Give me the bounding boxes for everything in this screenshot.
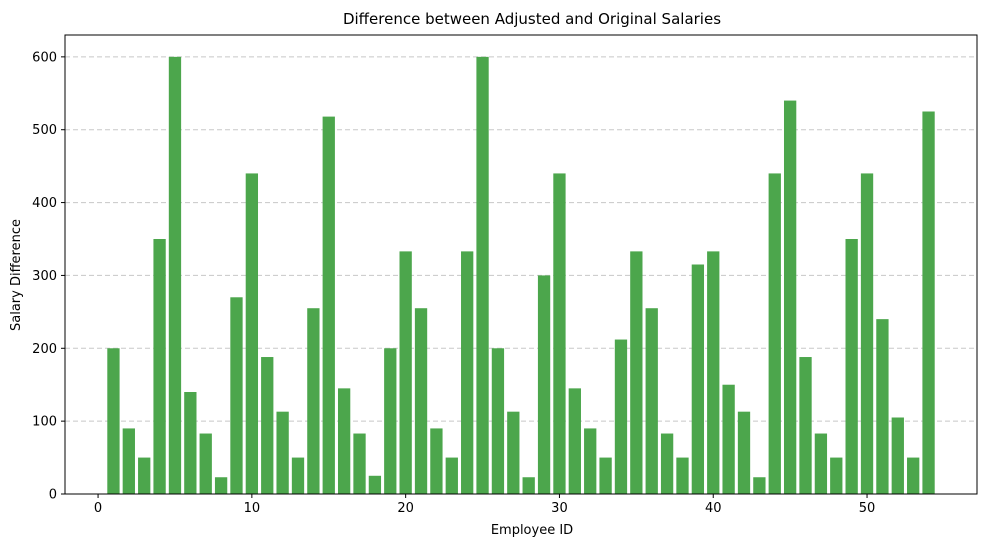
y-axis-ticks: 0 100 200 300 400 500 600: [32, 50, 65, 503]
bar: [584, 428, 597, 494]
bar: [522, 477, 535, 494]
x-tick-label: 30: [551, 501, 568, 516]
bar: [507, 411, 520, 494]
bar: [707, 251, 720, 494]
bar: [491, 348, 505, 494]
bar: [414, 308, 428, 494]
bar: [245, 173, 259, 494]
bar: [737, 411, 751, 494]
bar: [814, 433, 828, 494]
bar: [830, 457, 843, 494]
bar: [630, 251, 643, 494]
x-axis-label: Employee ID: [491, 523, 573, 538]
x-tick-label: 0: [94, 501, 102, 516]
y-tick-label: 200: [32, 342, 57, 357]
x-axis-ticks: 0 10 20 30 40 50: [94, 494, 875, 516]
y-tick-label: 500: [32, 123, 57, 138]
bar: [461, 251, 474, 494]
x-tick-label: 10: [244, 501, 261, 516]
y-tick-label: 400: [32, 196, 57, 211]
bar: [399, 251, 412, 494]
bar: [907, 457, 920, 494]
x-tick-label: 50: [859, 501, 876, 516]
bar: [768, 173, 781, 494]
bar: [676, 457, 689, 494]
bar: [614, 339, 628, 494]
bar: [276, 411, 289, 494]
chart-title: Difference between Adjusted and Original…: [343, 10, 721, 28]
bar: [384, 348, 397, 494]
bar: [753, 477, 766, 494]
bar: [107, 348, 120, 494]
y-tick-label: 0: [49, 488, 57, 503]
bar: [922, 111, 935, 494]
bar: [199, 433, 212, 494]
bar: [153, 239, 166, 494]
plot-frame: [64, 34, 978, 495]
bar: [430, 428, 443, 494]
bar: [476, 56, 489, 494]
y-axis-label: Salary Difference: [9, 219, 24, 331]
bar: [660, 433, 674, 494]
bar: [291, 457, 305, 494]
x-tick-label: 20: [397, 501, 414, 516]
bar: [322, 116, 335, 494]
bar: [353, 433, 366, 494]
bars: [107, 56, 935, 495]
bar: [122, 428, 135, 494]
bar: [230, 297, 243, 494]
bar: [261, 357, 274, 494]
bar: [307, 308, 320, 494]
y-tick-label: 600: [32, 50, 57, 65]
bar: [568, 388, 581, 494]
bar: [553, 173, 566, 494]
bar: [337, 388, 351, 494]
bar: [599, 457, 612, 494]
bar: [445, 457, 458, 494]
gridlines: [65, 56, 977, 422]
y-tick-label: 100: [32, 415, 57, 430]
bar: [799, 357, 812, 494]
bar: [722, 384, 735, 494]
bar: [691, 264, 705, 494]
bar: [168, 56, 182, 494]
bar: [783, 100, 797, 495]
bar: [645, 308, 658, 494]
bar: [368, 475, 382, 494]
bar: [184, 392, 197, 494]
x-tick-label: 40: [705, 501, 722, 516]
bar: [891, 417, 904, 494]
bar: [860, 173, 874, 494]
bar: [845, 239, 858, 494]
y-tick-label: 300: [32, 269, 57, 284]
bar: [214, 477, 228, 494]
bar: [876, 319, 889, 494]
bar: [138, 457, 151, 494]
bar: [537, 275, 551, 494]
